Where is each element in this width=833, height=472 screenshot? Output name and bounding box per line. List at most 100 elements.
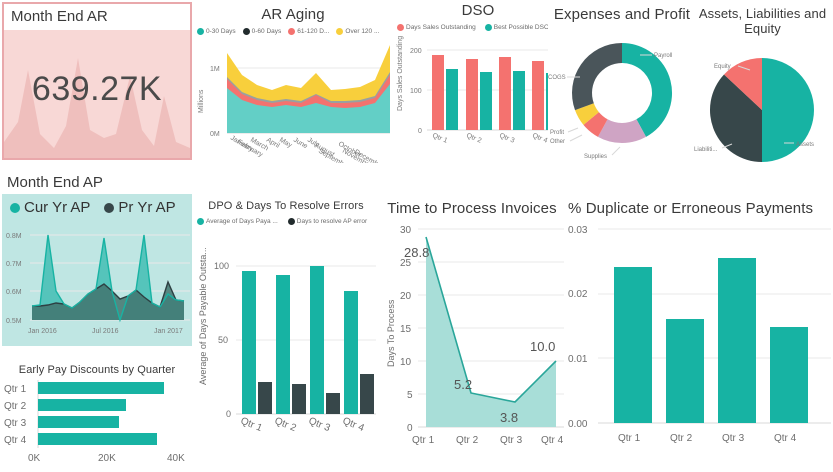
svg-text:Qtr 1: Qtr 1 xyxy=(4,384,27,395)
chart-month-end-ap-title: Month End AP xyxy=(7,174,103,191)
chart-time-area xyxy=(426,237,556,427)
svg-text:Profit: Profit xyxy=(550,130,564,136)
ap-cur-line xyxy=(31,234,185,323)
legend-item[interactable]: Cur Yr AP xyxy=(10,199,90,216)
legend-item[interactable]: Days to resolve AP error xyxy=(287,218,367,225)
chart-dpo-ytick: 0 xyxy=(226,409,231,419)
chart-dpo-title: DPO & Days To Resolve Errors xyxy=(208,200,364,212)
svg-text:May: May xyxy=(278,137,293,150)
legend-item[interactable]: 0-60 Days xyxy=(242,28,281,35)
legend-item[interactable]: 61-120 D... xyxy=(288,28,329,35)
svg-text:0.01: 0.01 xyxy=(568,354,588,365)
chart-assets-liabilities-equity[interactable]: Assets, Liabilities and Equity Assets Li… xyxy=(692,2,833,174)
chart-duplicate-payments[interactable]: % Duplicate or Erroneous Payments 0.03 0… xyxy=(566,200,833,470)
chart-early-pay-xticks: 0K 20K 40K xyxy=(28,453,185,464)
svg-text:Qtr 1: Qtr 1 xyxy=(618,433,641,444)
chart-dso[interactable]: DSO Days Sales Outstanding Best Possible… xyxy=(394,2,562,174)
legend-item[interactable]: Over 120 ... xyxy=(336,28,379,35)
chart-time-data-labels: 28.8 5.2 3.8 10.0 xyxy=(404,245,555,425)
chart-early-pay-title: Early Pay Discounts by Quarter xyxy=(18,364,176,376)
chart-dso-ytick: 0 xyxy=(418,128,422,135)
card-month-end-ar-title: Month End AR xyxy=(4,4,190,30)
chart-time-to-process-title: Time to Process Invoices xyxy=(387,200,557,217)
svg-text:0.02: 0.02 xyxy=(568,289,588,300)
legend-label: 61-120 D... xyxy=(297,28,330,35)
svg-text:3.8: 3.8 xyxy=(500,410,518,425)
legend-swatch xyxy=(197,28,204,35)
chart-time-yticks: 30 25 20 15 10 5 0 xyxy=(400,225,413,434)
svg-text:5: 5 xyxy=(407,390,413,401)
legend-item[interactable]: Pr Yr AP xyxy=(104,199,176,216)
legend-label: Pr Yr AP xyxy=(118,199,176,216)
pie-slices xyxy=(709,58,814,162)
chart-dpo-ytick: 50 xyxy=(218,335,228,345)
chart-dpo-plot: Average of Days Payable Outsta... 100 50… xyxy=(198,247,376,435)
svg-text:June: June xyxy=(292,137,309,151)
chart-dpo-bars xyxy=(242,266,374,414)
svg-text:Qtr 3: Qtr 3 xyxy=(307,416,332,435)
chart-ar-aging-ytick: 1M xyxy=(210,66,220,73)
svg-text:Liabiliti...: Liabiliti... xyxy=(694,147,718,153)
legend-label: Days Sales Outstanding xyxy=(406,24,476,31)
legend-item[interactable]: Average of Days Paya ... xyxy=(197,218,278,225)
chart-early-pay-bars xyxy=(38,382,164,445)
chart-duplicate-payments-plot: 0.03 0.02 0.01 0.00 Qtr 1 Qtr 2 Qtr 3 xyxy=(568,225,831,444)
legend-item[interactable]: 0-30 Days xyxy=(197,28,236,35)
chart-expenses-profit-title: Expenses and Profit xyxy=(553,6,691,23)
svg-text:0K: 0K xyxy=(28,453,41,464)
ap-xtick: Jan 2017 xyxy=(154,328,183,335)
svg-text:Qtr 1: Qtr 1 xyxy=(239,416,264,435)
chart-time-ylabel: Days To Process xyxy=(386,299,396,367)
donut-callout-labels: Payroll COGS Profit Other Supplies xyxy=(548,53,672,160)
chart-dso-xticks: Qtr 1 Qtr 2 Qtr 3 Qtr 4 xyxy=(431,132,548,144)
legend-swatch xyxy=(288,28,296,35)
chart-ar-aging-xticks: January February March April May June Ju… xyxy=(229,135,385,172)
chart-dpo-xticks: Qtr 1 Qtr 2 Qtr 3 Qtr 4 xyxy=(239,416,366,435)
card-month-end-ar[interactable]: Month End AR 639.27K xyxy=(2,2,192,160)
legend-item[interactable]: Days Sales Outstanding xyxy=(397,24,476,31)
legend-swatch xyxy=(197,218,204,225)
legend-swatch xyxy=(10,202,20,213)
chart-dso-ylabel: Days Sales Outstanding xyxy=(397,36,404,111)
chart-early-pay-plot: Qtr 1 Qtr 2 Qtr 3 Qtr 4 0K 20K 40K xyxy=(4,380,185,464)
svg-text:Qtr 4: Qtr 4 xyxy=(4,435,27,446)
chart-dpo-errors[interactable]: DPO & Days To Resolve Errors Average of … xyxy=(194,196,378,470)
svg-text:Qtr 4: Qtr 4 xyxy=(541,435,564,446)
chart-ar-aging-plot: Millions 1M 0M January February March Ap… xyxy=(198,45,390,172)
ap-ytick: 0.6M xyxy=(6,289,22,296)
card-month-end-ar-body: 639.27K xyxy=(4,30,190,158)
chart-dpo-legend: Average of Days Paya ... Days to resolve… xyxy=(194,212,378,225)
chart-dso-legend: Days Sales Outstanding Best Possible DSO xyxy=(394,19,562,31)
chart-early-pay-discounts[interactable]: Early Pay Discounts by Quarter Qtr 1 Qtr… xyxy=(2,362,192,470)
chart-expenses-profit[interactable]: Expenses and Profit Payroll COGS Profit xyxy=(548,2,696,174)
legend-swatch xyxy=(287,218,295,225)
svg-text:28.8: 28.8 xyxy=(404,245,429,260)
chart-expenses-profit-plot: Payroll COGS Profit Other Supplies xyxy=(548,42,673,160)
chart-ar-aging[interactable]: AR Aging 0-30 Days 0-60 Days 61-120 D...… xyxy=(194,2,392,174)
legend-label: Over 120 ... xyxy=(345,28,380,35)
chart-time-to-process[interactable]: Time to Process Invoices Days To Process… xyxy=(378,200,566,470)
chart-time-to-process-plot: Days To Process 30 25 20 15 10 5 0 xyxy=(386,225,564,446)
chart-dso-plot: Days Sales Outstanding 200 100 0 Qtr 1 Q… xyxy=(397,36,560,145)
chart-dso-ytick: 200 xyxy=(410,48,422,55)
svg-text:Qtr 4: Qtr 4 xyxy=(774,433,797,444)
svg-text:Qtr 1: Qtr 1 xyxy=(431,132,448,144)
chart-early-pay-ylabels: Qtr 1 Qtr 2 Qtr 3 Qtr 4 xyxy=(4,384,27,446)
chart-dpo-ytick: 100 xyxy=(214,261,229,271)
svg-text:15: 15 xyxy=(400,324,412,335)
svg-text:Qtr 2: Qtr 2 xyxy=(670,433,693,444)
card-month-end-ar-value: 639.27K xyxy=(31,70,163,108)
chart-dup-xticks: Qtr 1 Qtr 2 Qtr 3 Qtr 4 xyxy=(618,433,797,444)
ap-ytick: 0.8M xyxy=(6,233,22,240)
chart-month-end-ap[interactable]: Month End AP Cur Yr AP Pr Yr AP 0.8M 0.7… xyxy=(2,172,192,362)
ap-ytick: 0.7M xyxy=(6,261,22,268)
svg-text:20: 20 xyxy=(400,291,412,302)
legend-swatch xyxy=(336,28,344,35)
donut-slices xyxy=(572,42,673,144)
chart-dup-yticks: 0.03 0.02 0.01 0.00 xyxy=(568,225,588,430)
chart-assets-title: Assets, Liabilities and Equity xyxy=(698,6,827,36)
svg-text:Qtr 4: Qtr 4 xyxy=(341,416,366,435)
legend-item[interactable]: Best Possible DSO xyxy=(484,24,549,31)
legend-swatch xyxy=(242,28,250,35)
